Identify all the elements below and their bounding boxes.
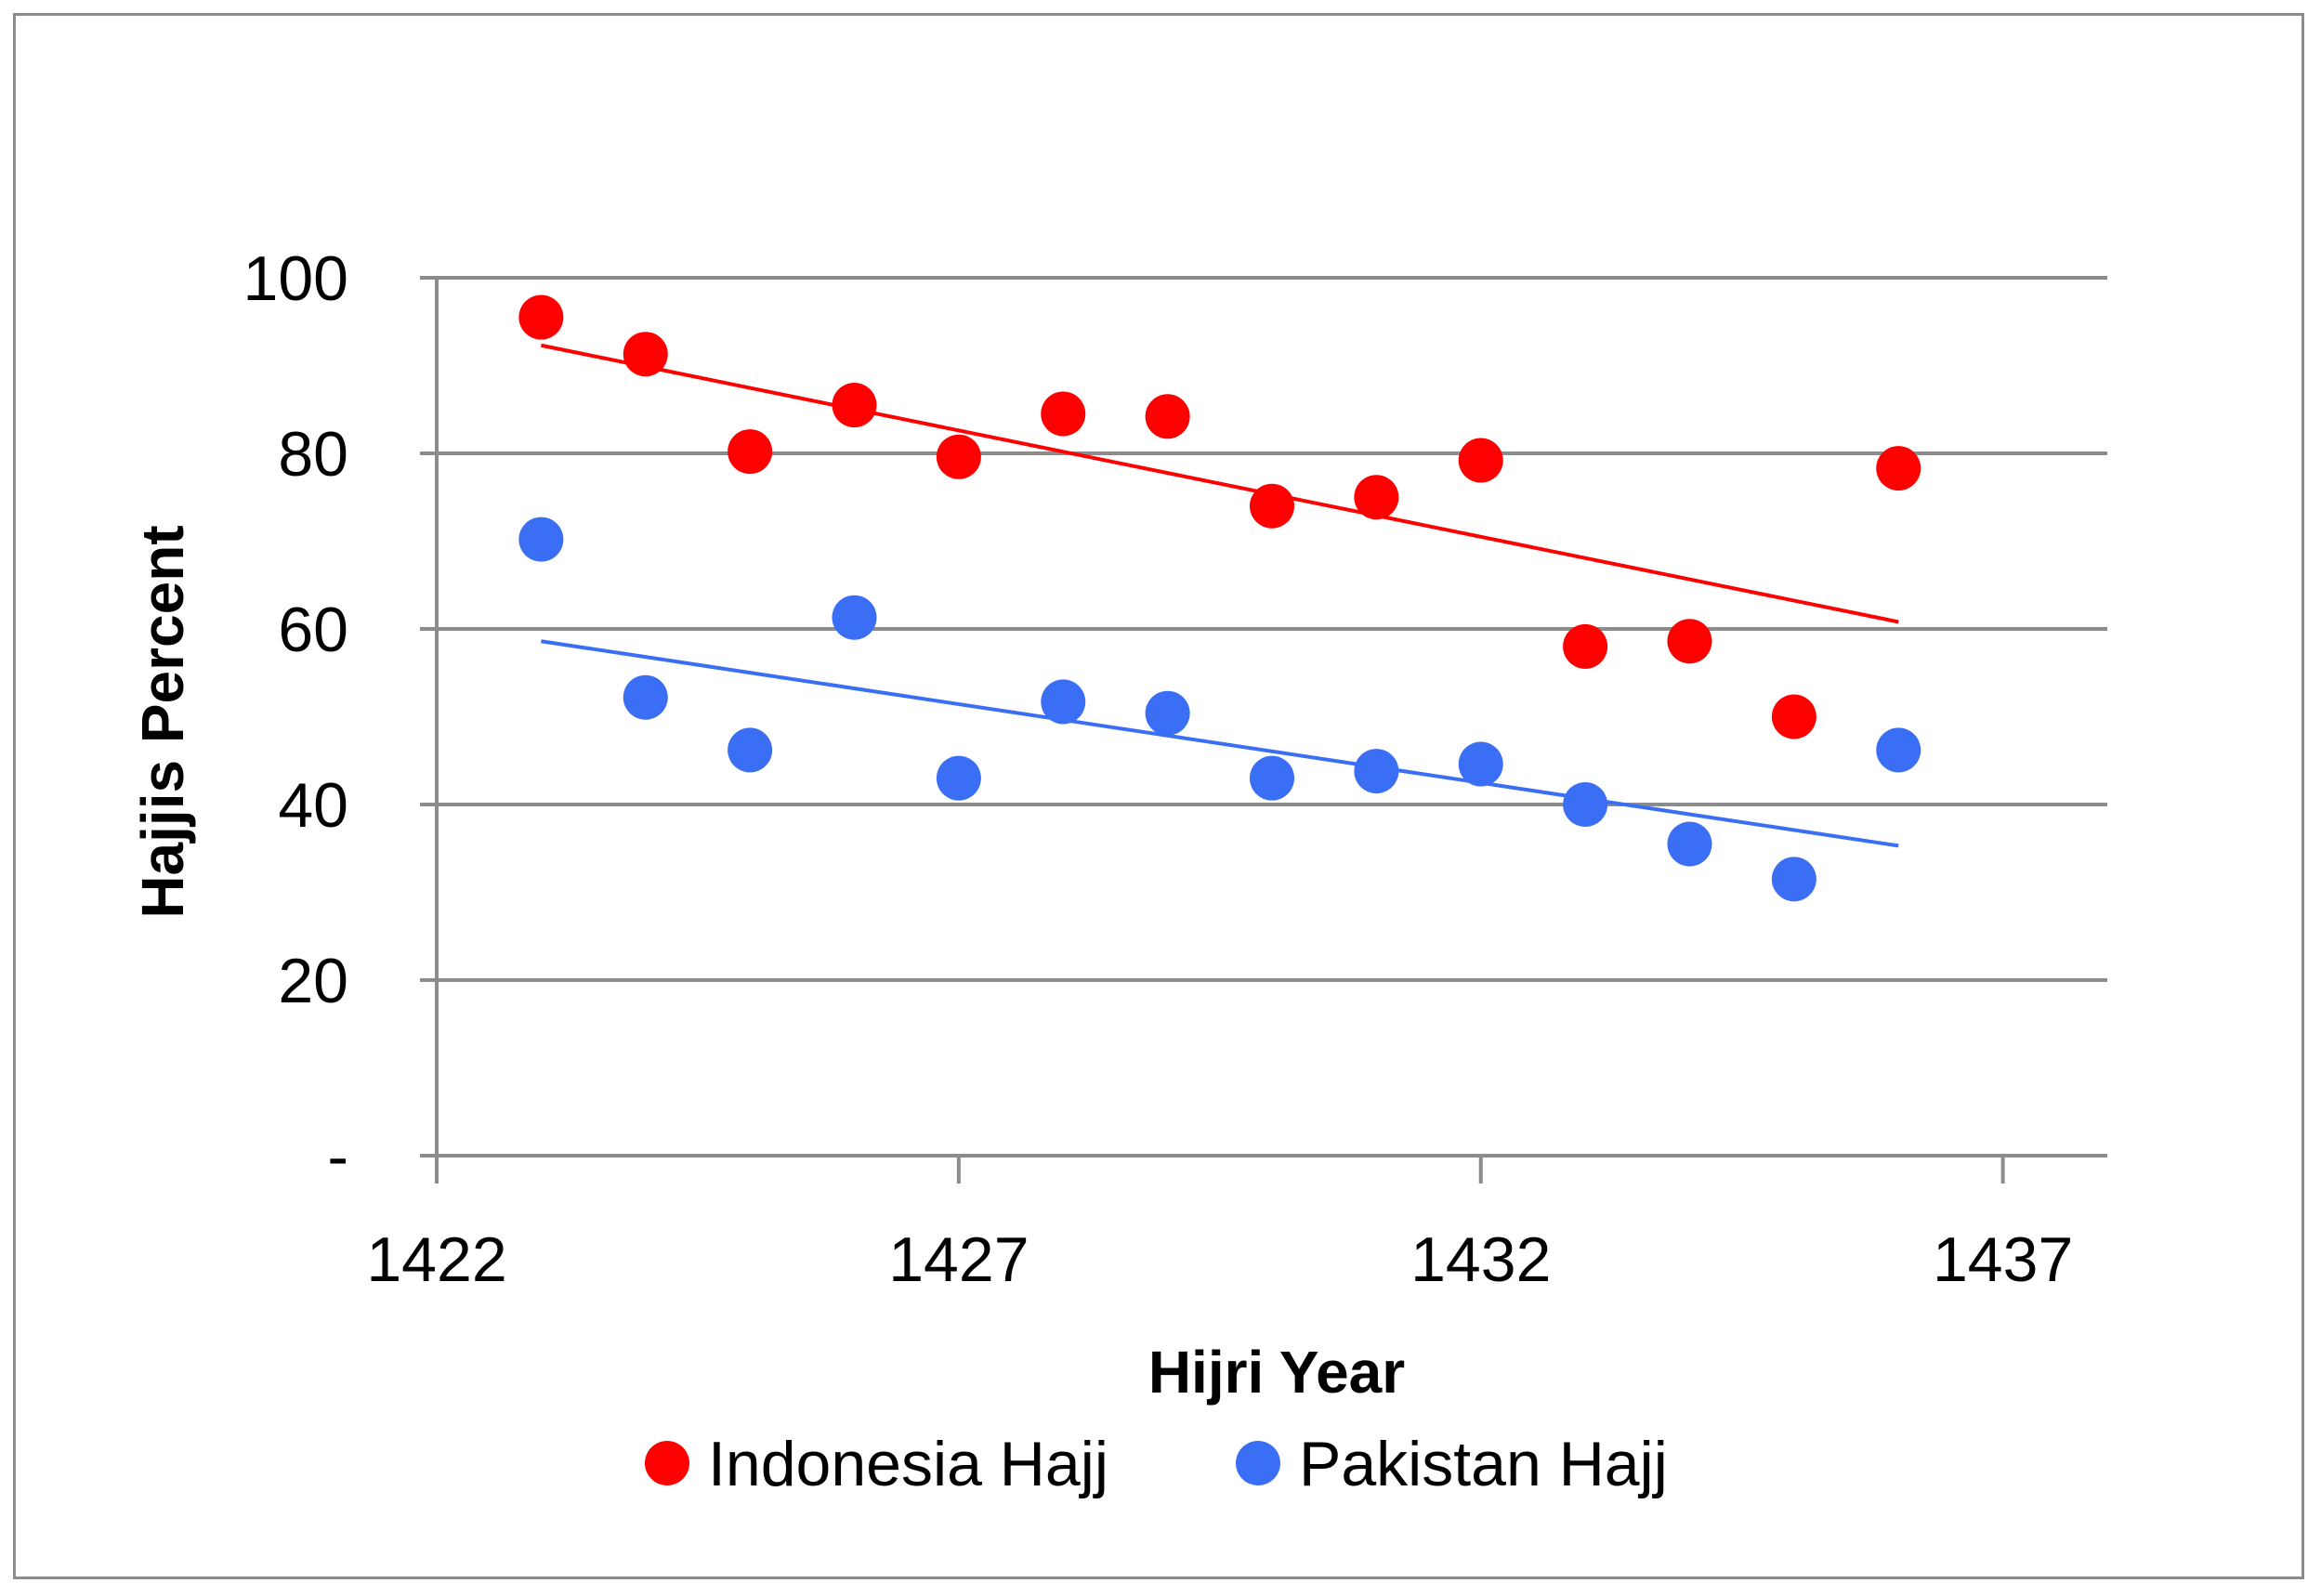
y-axis-title: Hajjis Percent xyxy=(129,525,196,918)
legend-marker-indonesia xyxy=(645,1441,689,1485)
x-tick-label-1427: 1427 xyxy=(888,1224,1029,1295)
x-axis-title: Hijri Year xyxy=(1148,1339,1405,1406)
data-point-pakistan-hajj xyxy=(936,755,981,801)
data-point-pakistan-hajj xyxy=(518,517,564,562)
y-tick-label-40: 40 xyxy=(278,770,348,841)
legend: Indonesia Hajj Pakistan Hajj xyxy=(645,1429,1668,1499)
data-point-pakistan-hajj xyxy=(1667,821,1712,867)
legend-label-pakistan: Pakistan Hajj xyxy=(1299,1429,1668,1499)
data-point-pakistan-hajj xyxy=(728,727,773,773)
gridlines xyxy=(420,276,2107,1158)
data-point-indonesia-hajj xyxy=(1354,475,1399,520)
data-point-indonesia-hajj xyxy=(1876,446,1921,491)
tick-labels: - 20 40 60 80 100 1422 1427 1432 1437 xyxy=(243,243,2074,1295)
legend-label-indonesia: Indonesia Hajj xyxy=(708,1429,1108,1499)
data-point-indonesia-hajj xyxy=(1250,483,1294,529)
data-point-pakistan-hajj xyxy=(832,595,877,640)
y-tick-label-60: 60 xyxy=(278,595,348,665)
data-point-indonesia-hajj xyxy=(1041,391,1086,437)
y-tick-label-80: 80 xyxy=(278,419,348,490)
data-point-pakistan-hajj xyxy=(1250,755,1294,801)
data-point-indonesia-hajj xyxy=(728,429,773,475)
data-point-indonesia-hajj xyxy=(1145,394,1190,439)
legend-marker-pakistan xyxy=(1236,1441,1280,1485)
data-point-indonesia-hajj xyxy=(1771,694,1816,739)
data-point-pakistan-hajj xyxy=(1563,782,1608,827)
data-point-pakistan-hajj xyxy=(1771,857,1816,902)
data-point-indonesia-hajj xyxy=(518,294,564,340)
data-point-indonesia-hajj xyxy=(1667,619,1712,664)
x-tick-label-1422: 1422 xyxy=(366,1224,506,1295)
data-point-pakistan-hajj xyxy=(1458,741,1503,787)
data-point-pakistan-hajj xyxy=(1354,749,1399,794)
data-point-indonesia-hajj xyxy=(832,383,877,428)
data-point-indonesia-hajj xyxy=(623,332,668,377)
data-point-pakistan-hajj xyxy=(1145,690,1190,736)
data-point-indonesia-hajj xyxy=(936,434,981,479)
y-tick-label-100: 100 xyxy=(243,243,348,314)
chart-frame: -20 40 60 80 100 1422 1427 1432 1437 Hijri Year … xyxy=(13,13,2304,1579)
trendlines xyxy=(540,343,1899,848)
axes xyxy=(435,278,2005,1184)
data-point-pakistan-hajj xyxy=(1041,679,1086,725)
x-tick-label-1432: 1432 xyxy=(1410,1224,1551,1295)
trendline-pakistan-hajj xyxy=(541,639,1899,848)
x-tick-label-1437: 1437 xyxy=(1933,1224,2073,1295)
data-point-indonesia-hajj xyxy=(1563,623,1608,669)
y-tick-label-20: 20 xyxy=(278,946,348,1016)
data-point-pakistan-hajj xyxy=(623,674,668,720)
y-tick-label-0: - xyxy=(327,1121,348,1192)
trendline-indonesia-hajj xyxy=(540,343,1899,624)
data-points xyxy=(518,294,1921,902)
data-point-indonesia-hajj xyxy=(1458,438,1503,483)
data-point-pakistan-hajj xyxy=(1876,727,1921,773)
